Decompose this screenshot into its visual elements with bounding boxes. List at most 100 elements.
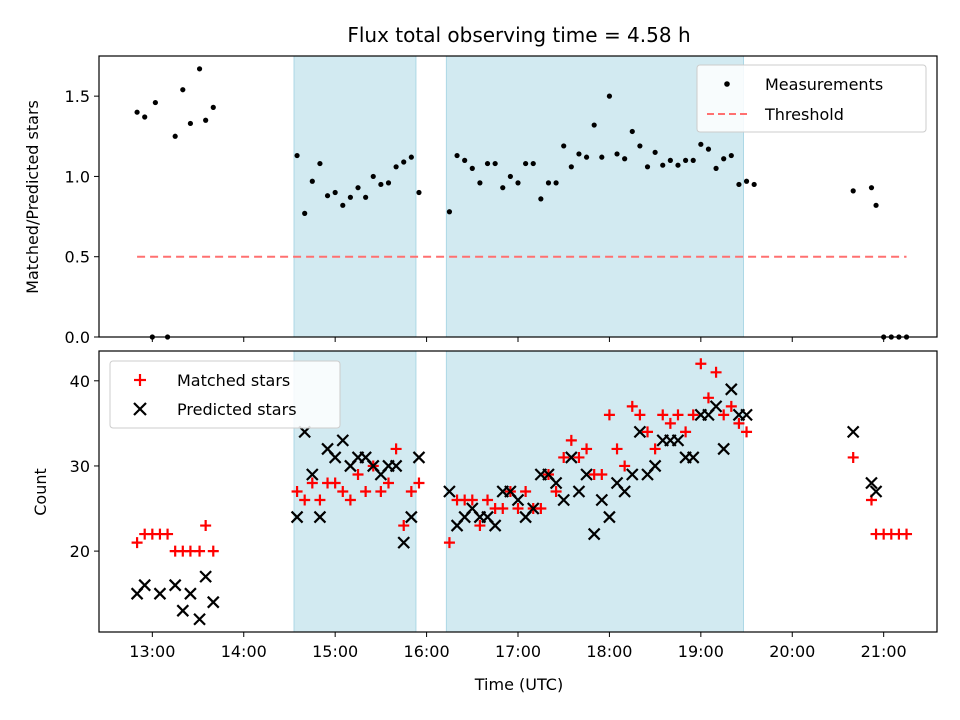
- predicted-star-point: [336, 434, 350, 447]
- measurement-point: [446, 209, 453, 215]
- measurement-point: [850, 188, 856, 194]
- matched-star-point: [901, 528, 913, 540]
- predicted-star-point: [557, 493, 570, 507]
- matched-star-point: [847, 451, 859, 463]
- matched-star-point: [664, 417, 676, 429]
- measurement-point: [736, 181, 742, 188]
- legend-matched-marker: [134, 374, 146, 386]
- predicted-star-point: [488, 519, 502, 532]
- predicted-star-point: [176, 604, 190, 617]
- matched-star-point: [634, 409, 646, 421]
- measurement-point: [370, 173, 376, 180]
- matched-stars-series: [131, 358, 913, 557]
- matched-star-point: [466, 494, 478, 506]
- shaded-interval: [445, 350, 744, 633]
- predicted-star-point: [153, 587, 167, 600]
- predicted-star-point: [405, 510, 418, 524]
- measurement-point: [530, 160, 536, 167]
- measurement-point: [683, 157, 689, 163]
- matched-star-point: [299, 494, 311, 506]
- matched-star-point: [725, 400, 737, 412]
- measurement-point: [309, 178, 315, 184]
- measurement-point: [393, 164, 399, 170]
- measurement-point: [523, 160, 529, 167]
- shaded-interval: [293, 55, 417, 338]
- matched-star-point: [642, 426, 654, 438]
- measurement-point: [751, 181, 757, 188]
- predicted-star-point: [328, 451, 342, 464]
- measurement-point: [660, 162, 666, 168]
- matched-star-point: [314, 494, 326, 506]
- measurement-point: [728, 152, 734, 159]
- ratio-y-axis: 0.0 0.5 1.0 1.5: [65, 87, 99, 347]
- measurement-point: [614, 151, 620, 157]
- legend-predicted-label: Predicted stars: [177, 400, 297, 419]
- predicted-star-point: [184, 587, 197, 600]
- count-legend-box: [109, 360, 341, 429]
- matched-star-point: [337, 486, 349, 497]
- x-tick-label: 15:00: [312, 642, 358, 661]
- measurements-series: [134, 66, 910, 340]
- measurement-point: [583, 154, 590, 160]
- matched-star-point: [131, 537, 143, 549]
- measurement-point: [347, 194, 353, 200]
- y-tick-label: 30: [70, 457, 90, 476]
- measurement-point: [408, 154, 414, 160]
- count-y-axis: 20 30 40: [70, 372, 99, 561]
- matched-star-point: [596, 468, 608, 480]
- predicted-star-point: [618, 485, 631, 498]
- x-tick-label: 16:00: [404, 642, 450, 661]
- x-tick-label: 21:00: [861, 642, 907, 661]
- legend-predicted-marker: [133, 402, 147, 416]
- legend-measurements-label: Measurements: [765, 75, 883, 94]
- matched-star-point: [695, 358, 707, 370]
- predicted-star-point: [625, 468, 639, 481]
- predicted-star-point: [603, 510, 616, 524]
- measurement-point: [507, 173, 513, 180]
- measurement-point: [667, 157, 673, 163]
- predicted-star-point: [846, 425, 860, 439]
- predicted-star-point: [389, 459, 403, 473]
- x-tick-label: 19:00: [678, 642, 724, 661]
- measurement-point: [721, 156, 727, 162]
- matched-star-point: [718, 409, 730, 421]
- matched-star-point: [390, 443, 402, 455]
- matched-star-point: [710, 366, 722, 378]
- matched-star-point: [603, 409, 615, 421]
- measurement-point: [210, 104, 216, 110]
- measurement-point: [637, 143, 643, 149]
- predicted-star-point: [633, 425, 647, 439]
- matched-star-point: [329, 477, 341, 489]
- matched-star-point: [619, 460, 631, 472]
- matched-star-point: [207, 545, 219, 557]
- measurement-point: [332, 189, 338, 196]
- measurement-point: [134, 109, 140, 115]
- measurement-point: [416, 189, 422, 196]
- y-tick-label: 40: [70, 372, 90, 391]
- predicted-star-point: [138, 578, 151, 592]
- predicted-stars-series: [130, 383, 883, 626]
- measurement-point: [203, 117, 209, 123]
- measurement-point: [378, 181, 384, 188]
- predicted-star-point: [869, 485, 883, 498]
- measurement-point: [469, 165, 475, 171]
- matched-star-point: [702, 392, 714, 404]
- measurement-point: [599, 154, 605, 160]
- matched-star-point: [200, 520, 212, 532]
- ratio-panel: 0.0 0.5 1.0 1.5 Matched/Predicted stars Mea…: [23, 55, 938, 347]
- matched-star-point: [611, 443, 623, 455]
- measurement-point: [172, 133, 178, 139]
- measurement-point: [538, 196, 544, 202]
- matched-star-point: [581, 443, 593, 455]
- measurement-point: [454, 152, 460, 159]
- measurement-point: [545, 180, 552, 186]
- x-tick-label: 20:00: [769, 642, 815, 661]
- ratio-x-ticks: [151, 337, 885, 342]
- matched-star-point: [520, 486, 532, 497]
- y-tick-label: 1.5: [65, 87, 90, 106]
- predicted-star-point: [740, 408, 753, 422]
- matched-star-point: [535, 503, 547, 515]
- legend-measurements-marker: [724, 81, 730, 87]
- matched-star-point: [741, 426, 753, 438]
- measurement-point: [324, 193, 331, 199]
